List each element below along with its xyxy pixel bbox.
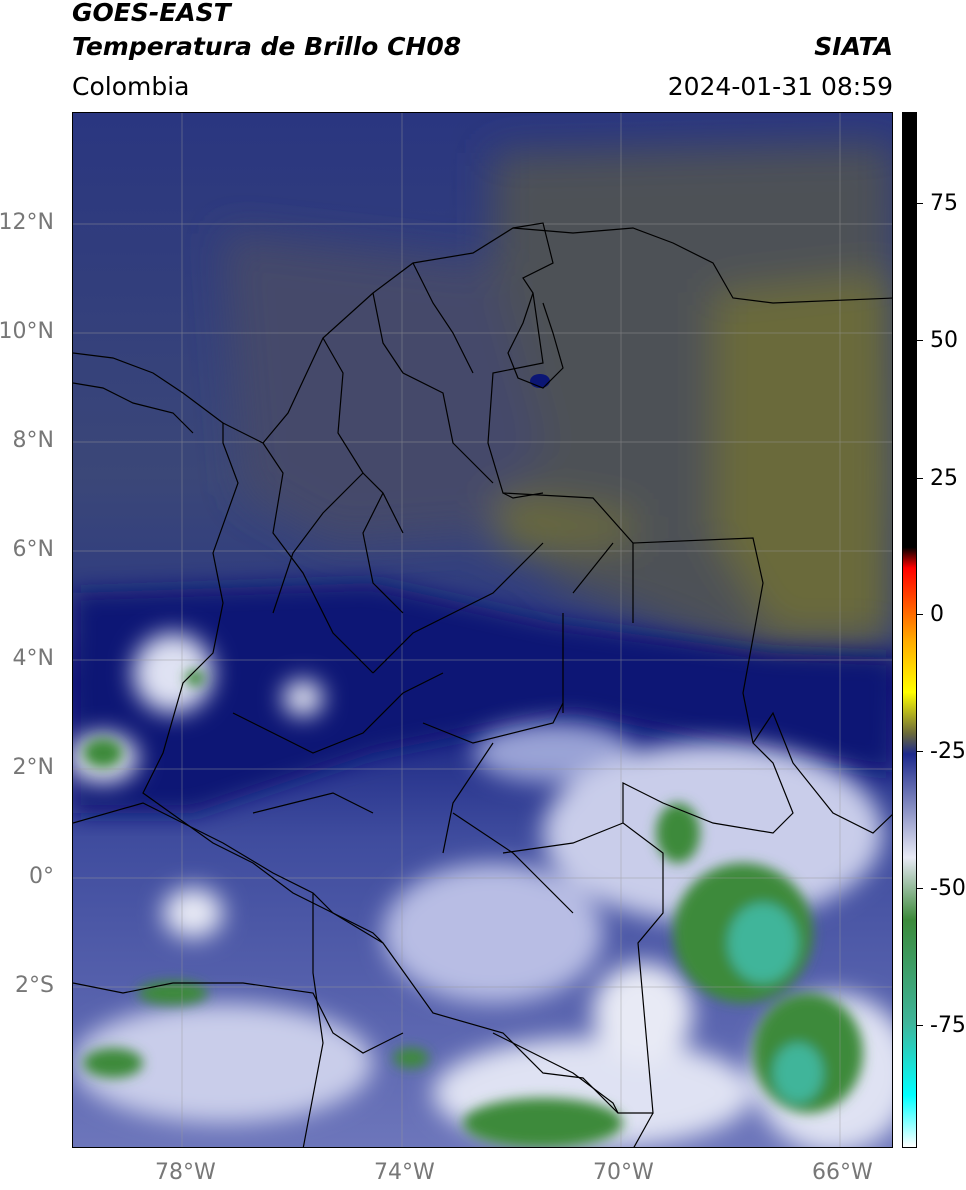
colorbar-tick [917, 1025, 923, 1026]
lat-tick-label: 4°N [12, 646, 54, 671]
map-canvas [73, 113, 892, 1147]
lon-tick-label: 78°W [155, 1160, 216, 1185]
timestamp-label: 2024-01-31 08:59 [667, 72, 893, 101]
colorbar-tick [917, 478, 923, 479]
colorbar-tick [917, 203, 923, 204]
colorbar-tick [917, 614, 923, 615]
lat-tick-label: 8°N [12, 428, 54, 453]
colorbar-tick [917, 340, 923, 341]
graticule [73, 113, 892, 1147]
lat-tick-label: 6°N [12, 537, 54, 562]
lat-tick-label: 2°N [12, 755, 54, 780]
lat-tick-label: 12°N [0, 210, 54, 235]
source-label: SIATA [814, 32, 893, 61]
title-line-2: Temperatura de Brillo CH08 [72, 32, 462, 61]
colorbar-label: 50 [930, 328, 958, 353]
cold-spot [530, 374, 550, 388]
region-label: Colombia [72, 72, 190, 101]
colorbar-label: 75 [930, 191, 958, 216]
lon-tick-label: 74°W [374, 1160, 435, 1185]
title-line-1: GOES-EAST [72, 0, 231, 27]
colorbar [902, 112, 917, 1148]
lat-tick-label: 10°N [0, 319, 54, 344]
lon-tick-label: 66°W [812, 1160, 873, 1185]
lat-tick-label: 2°S [15, 973, 54, 998]
colorbar-label: -50 [930, 876, 966, 901]
colorbar-label: 0 [930, 602, 944, 627]
colorbar-label: 25 [930, 466, 958, 491]
colorbar-label: -25 [930, 739, 966, 764]
lon-tick-label: 70°W [593, 1160, 654, 1185]
dry-air-region [223, 143, 892, 658]
colorbar-label: -75 [930, 1013, 966, 1038]
colorbar-tick [917, 751, 923, 752]
borders [73, 222, 892, 1147]
lat-tick-label: 0° [29, 864, 54, 889]
colorbar-tick [917, 888, 923, 889]
satellite-map[interactable] [72, 112, 893, 1148]
cold-band [73, 583, 892, 813]
